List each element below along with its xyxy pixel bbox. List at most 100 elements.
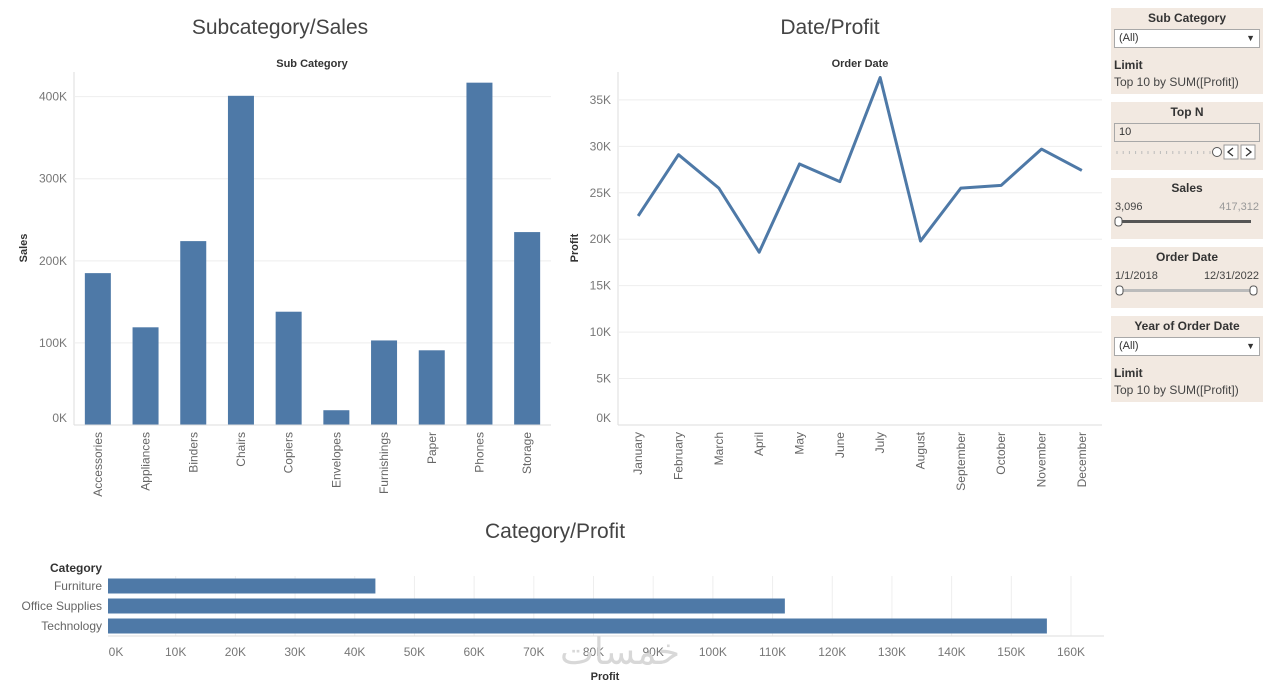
y-tick-label: Furniture [54,579,102,593]
slider-handle-max[interactable] [1249,285,1258,296]
x-tick-label: December [1075,432,1089,487]
year-dropdown[interactable]: (All) ▼ [1114,337,1260,356]
x-tick-label: January [631,432,645,475]
x-tick-label: February [672,432,686,480]
date-min-value: 1/1/2018 [1115,270,1158,282]
limit-label: Limit [1114,366,1143,380]
bar [514,232,541,425]
y-tick-label: 400K [39,90,67,104]
x-axis-header: Order Date [832,58,889,70]
x-tick-label: 140K [938,645,966,659]
chevron-right-icon [1245,147,1253,157]
x-tick-label: November [1035,432,1049,487]
limit-value: Top 10 by SUM([Profit]) [1114,75,1239,89]
x-tick-label: June [833,432,847,458]
slider-handle-min[interactable] [1114,216,1123,227]
x-tick-label: 70K [523,645,544,659]
chevron-down-icon[interactable]: ▼ [1246,33,1255,43]
x-tick-label: 120K [818,645,846,659]
slider-handle-min[interactable] [1115,285,1124,296]
y-tick-label: 20K [590,232,611,246]
limit-label: Limit [1114,58,1143,72]
bar [227,95,254,425]
x-tick-label: October [994,432,1008,475]
y-tick-label: 10K [590,325,611,339]
date-max-value: 12/31/2022 [1203,270,1259,282]
x-tick-label: Paper [425,432,439,464]
charts-canvas: 0K 100K 200K 300K 400K Sub Category Sales Acces… [18,58,1104,683]
x-tick-label: 130K [878,645,906,659]
x-tick-label: Storage [520,432,534,474]
y-tick-label: 0K [52,411,67,425]
slider-ticks [1116,151,1217,154]
filter-title: Sales [1171,181,1203,195]
watermark-logo: خمسات [560,632,681,673]
x-tick-label: 160K [1057,645,1085,659]
x-tick-label: Appliances [139,432,153,491]
x-tick-label: July [873,432,887,453]
x-tick-label: 40K [344,645,365,659]
x-tick-label: 60K [463,645,484,659]
y-tick-label: 30K [590,139,611,153]
y-axis-label: Profit [569,233,581,262]
x-tick-label: 100K [699,645,727,659]
slider-handle[interactable] [1212,147,1222,157]
y-tick-label: 100K [39,336,67,350]
chevron-down-icon[interactable]: ▼ [1246,341,1255,351]
x-tick-label: 10K [165,645,186,659]
chevron-left-icon [1226,147,1234,157]
increment-button[interactable] [1240,144,1256,160]
dropdown-value: (All) [1119,340,1139,352]
bar [371,340,398,425]
x-tick-label: Furnishings [377,432,391,494]
sales-range-slider[interactable] [1111,213,1263,231]
x-tick-label: Envelopes [329,432,343,488]
x-tick-label: September [954,432,968,491]
bar [132,327,159,425]
limit-value: Top 10 by SUM([Profit]) [1114,383,1239,397]
bar [108,578,376,594]
bar [180,241,207,425]
y-tick-label: 15K [590,279,611,293]
topn-slider[interactable] [1111,142,1263,162]
x-tick-label: Chairs [234,432,248,467]
subcategory-dropdown[interactable]: (All) ▼ [1114,29,1260,48]
sales-min-value: 3,096 [1115,201,1143,213]
y-tick-label: 200K [39,254,67,268]
bar [418,350,445,425]
filter-title: Top N [1170,105,1204,119]
filter-sales: Sales 3,096 417,312 [1111,178,1263,239]
filter-title: Sub Category [1147,11,1226,25]
y-tick-label: 5K [596,372,611,386]
x-tick-label: 80K [583,645,604,659]
profit-line [636,76,1083,254]
x-tick-label: 150K [997,645,1025,659]
x-tick-label: Accessories [91,432,105,497]
y-tick-label: 25K [590,186,611,200]
topn-input[interactable]: 10 [1114,123,1260,142]
bar [108,598,785,614]
date-range-slider[interactable] [1111,282,1263,300]
x-tick-label: August [914,431,928,469]
bar [108,618,1047,634]
profit-line-chart-title: Date/Profit [780,16,880,39]
filter-topn: Top N 10 [1111,102,1263,170]
x-tick-label: 50K [404,645,425,659]
x-tick-label: Phones [472,432,486,473]
x-axis-label: Profit [591,671,620,683]
filter-order-date: Order Date 1/1/2018 12/31/2022 [1111,247,1263,308]
decrement-button[interactable] [1223,144,1239,160]
x-tick-label: April [752,432,766,456]
x-tick-label: 110K [759,645,786,659]
bar [84,273,111,425]
x-tick-label: May [793,432,807,455]
x-tick-label: March [712,432,726,465]
x-tick-label: 90K [643,645,664,659]
bar [466,82,493,426]
dropdown-value: (All) [1119,32,1139,44]
x-tick-label: 0K [109,645,124,659]
x-tick-label: Copiers [282,432,296,473]
y-axis-header: Category [50,561,102,575]
x-axis-header: Sub Category [276,58,348,70]
bar [323,410,350,425]
